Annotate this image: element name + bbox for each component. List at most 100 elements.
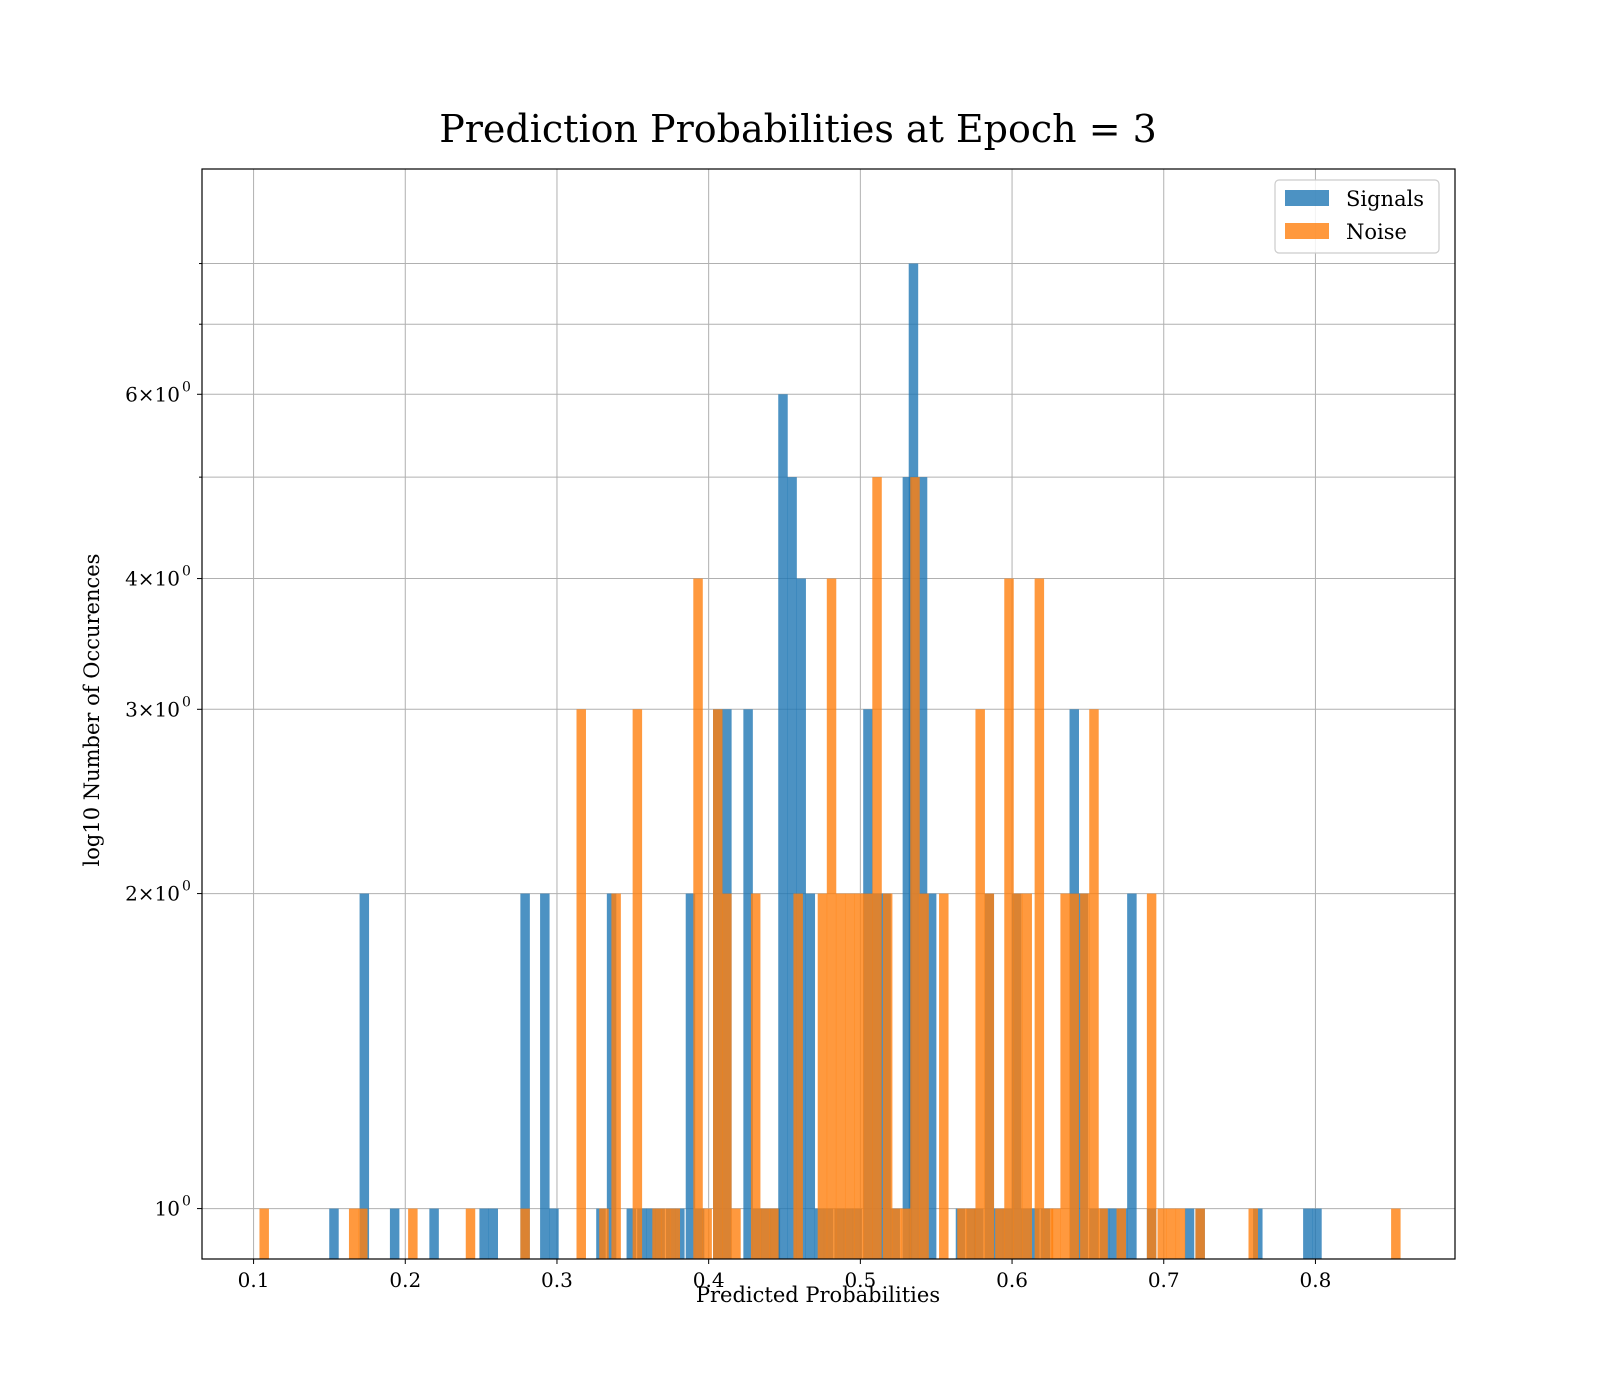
bar-signals <box>1303 1208 1313 1259</box>
bar-noise <box>1116 1208 1127 1259</box>
bar-noise <box>1043 1208 1054 1259</box>
x-tick-label: 0.6 <box>996 1268 1028 1292</box>
bar-noise <box>661 1208 671 1259</box>
bar-noise <box>1248 1208 1258 1259</box>
bar-signals <box>805 893 816 1259</box>
bar-noise <box>975 709 985 1259</box>
bar-signals <box>1127 893 1137 1259</box>
bar-noise <box>731 1208 741 1259</box>
bar-noise <box>863 893 873 1259</box>
bar-signals <box>329 1208 339 1259</box>
bar-noise <box>1391 1208 1401 1259</box>
bar-noise <box>1195 1208 1205 1259</box>
bar-noise <box>966 1208 976 1259</box>
y-axis-ticks: 10 02×10 03×10 04×10 06×10 0 <box>125 263 202 1221</box>
bar-noise <box>632 709 643 1259</box>
bar-noise <box>1013 893 1023 1259</box>
legend-swatch-noise <box>1285 223 1329 239</box>
bar-noise <box>793 893 803 1259</box>
bar-signals <box>1184 1208 1195 1259</box>
y-tick-label: 3×10 <box>125 697 180 721</box>
legend-swatch-signals <box>1285 190 1329 206</box>
bar-noise <box>713 709 723 1259</box>
bar-noise <box>769 1208 779 1259</box>
y-tick-exponent: 0 <box>182 379 191 395</box>
y-tick-label: 10 <box>155 1197 180 1221</box>
legend: Signals Noise <box>1274 179 1440 254</box>
bar-signals <box>743 709 753 1259</box>
x-tick-label: 0.1 <box>238 1268 270 1292</box>
plot-frame <box>201 168 1456 1260</box>
bar-signals <box>429 1208 439 1259</box>
bar-signals <box>902 477 913 1259</box>
x-axis-ticks: 0.1 0.2 0.3 0.4 0.5 0.6 0.7 0.8 <box>238 1259 1332 1292</box>
bar-signals <box>479 1208 489 1259</box>
bar-noise <box>465 1208 476 1259</box>
legend-label-signals: Signals <box>1346 187 1424 211</box>
series-noise <box>259 477 1401 1259</box>
bar-signals <box>1312 1208 1322 1259</box>
bar-signals <box>926 893 937 1259</box>
bar-signals <box>488 1208 498 1259</box>
y-axis-label: log10 Number of Occurences <box>80 554 104 867</box>
bar-noise <box>611 893 621 1259</box>
bar-noise <box>1051 1208 1061 1259</box>
bar-noise <box>854 893 864 1259</box>
bar-noise <box>844 893 855 1259</box>
x-tick-label: 0.2 <box>389 1268 421 1292</box>
bar-noise <box>817 893 828 1259</box>
bar-noise <box>576 709 586 1259</box>
x-axis-label: Predicted Probabilities <box>696 1283 940 1307</box>
bar-noise <box>1175 1208 1186 1259</box>
bar-noise <box>760 1208 770 1259</box>
bar-noise <box>702 1208 712 1259</box>
chart-title: Prediction Probabilities at Epoch = 3 <box>439 107 1157 151</box>
bar-noise <box>1089 709 1099 1259</box>
bar-noise <box>1146 893 1157 1259</box>
bar-signals <box>520 893 530 1259</box>
bar-signals <box>626 1208 637 1259</box>
bar-noise <box>693 578 703 1259</box>
y-tick-label: 6×10 <box>125 382 180 406</box>
bar-noise <box>1098 1208 1108 1259</box>
bar-signals <box>549 1208 559 1259</box>
bar-noise <box>939 893 949 1259</box>
bar-noise <box>520 1208 530 1259</box>
y-tick-exponent: 0 <box>182 1194 191 1210</box>
y-tick-exponent: 0 <box>182 564 191 580</box>
y-tick-exponent: 0 <box>182 879 191 895</box>
bar-noise <box>599 1208 609 1259</box>
bar-noise <box>919 893 929 1259</box>
bar-noise <box>910 477 920 1259</box>
bar-noise <box>826 578 837 1259</box>
bar-noise <box>957 1208 967 1259</box>
bar-signals <box>685 893 696 1259</box>
bar-noise <box>892 1208 902 1259</box>
bars <box>259 263 1401 1259</box>
bar-signals <box>540 893 550 1259</box>
bar-signals <box>778 394 788 1259</box>
bar-noise <box>722 893 732 1259</box>
bar-noise <box>750 893 761 1259</box>
bar-noise <box>1157 1208 1167 1259</box>
bar-noise <box>670 1208 681 1259</box>
bar-noise <box>984 893 995 1259</box>
y-tick-label: 4×10 <box>125 567 180 591</box>
bar-noise <box>259 1208 269 1259</box>
x-tick-label: 0.5 <box>844 1268 876 1292</box>
bar-noise <box>1060 893 1070 1259</box>
bar-noise <box>882 893 893 1259</box>
bar-signals <box>359 893 370 1259</box>
bar-noise <box>1034 578 1045 1259</box>
bar-noise <box>652 1208 662 1259</box>
y-tick-exponent: 0 <box>182 694 191 710</box>
x-tick-label: 0.8 <box>1300 1268 1332 1292</box>
bar-signals <box>917 477 928 1259</box>
x-tick-label: 0.4 <box>693 1268 725 1292</box>
bar-noise <box>1166 1208 1177 1259</box>
bar-noise <box>358 1208 368 1259</box>
bar-noise <box>408 1208 418 1259</box>
y-tick-label: 2×10 <box>125 882 180 906</box>
bar-signals <box>389 1208 400 1259</box>
